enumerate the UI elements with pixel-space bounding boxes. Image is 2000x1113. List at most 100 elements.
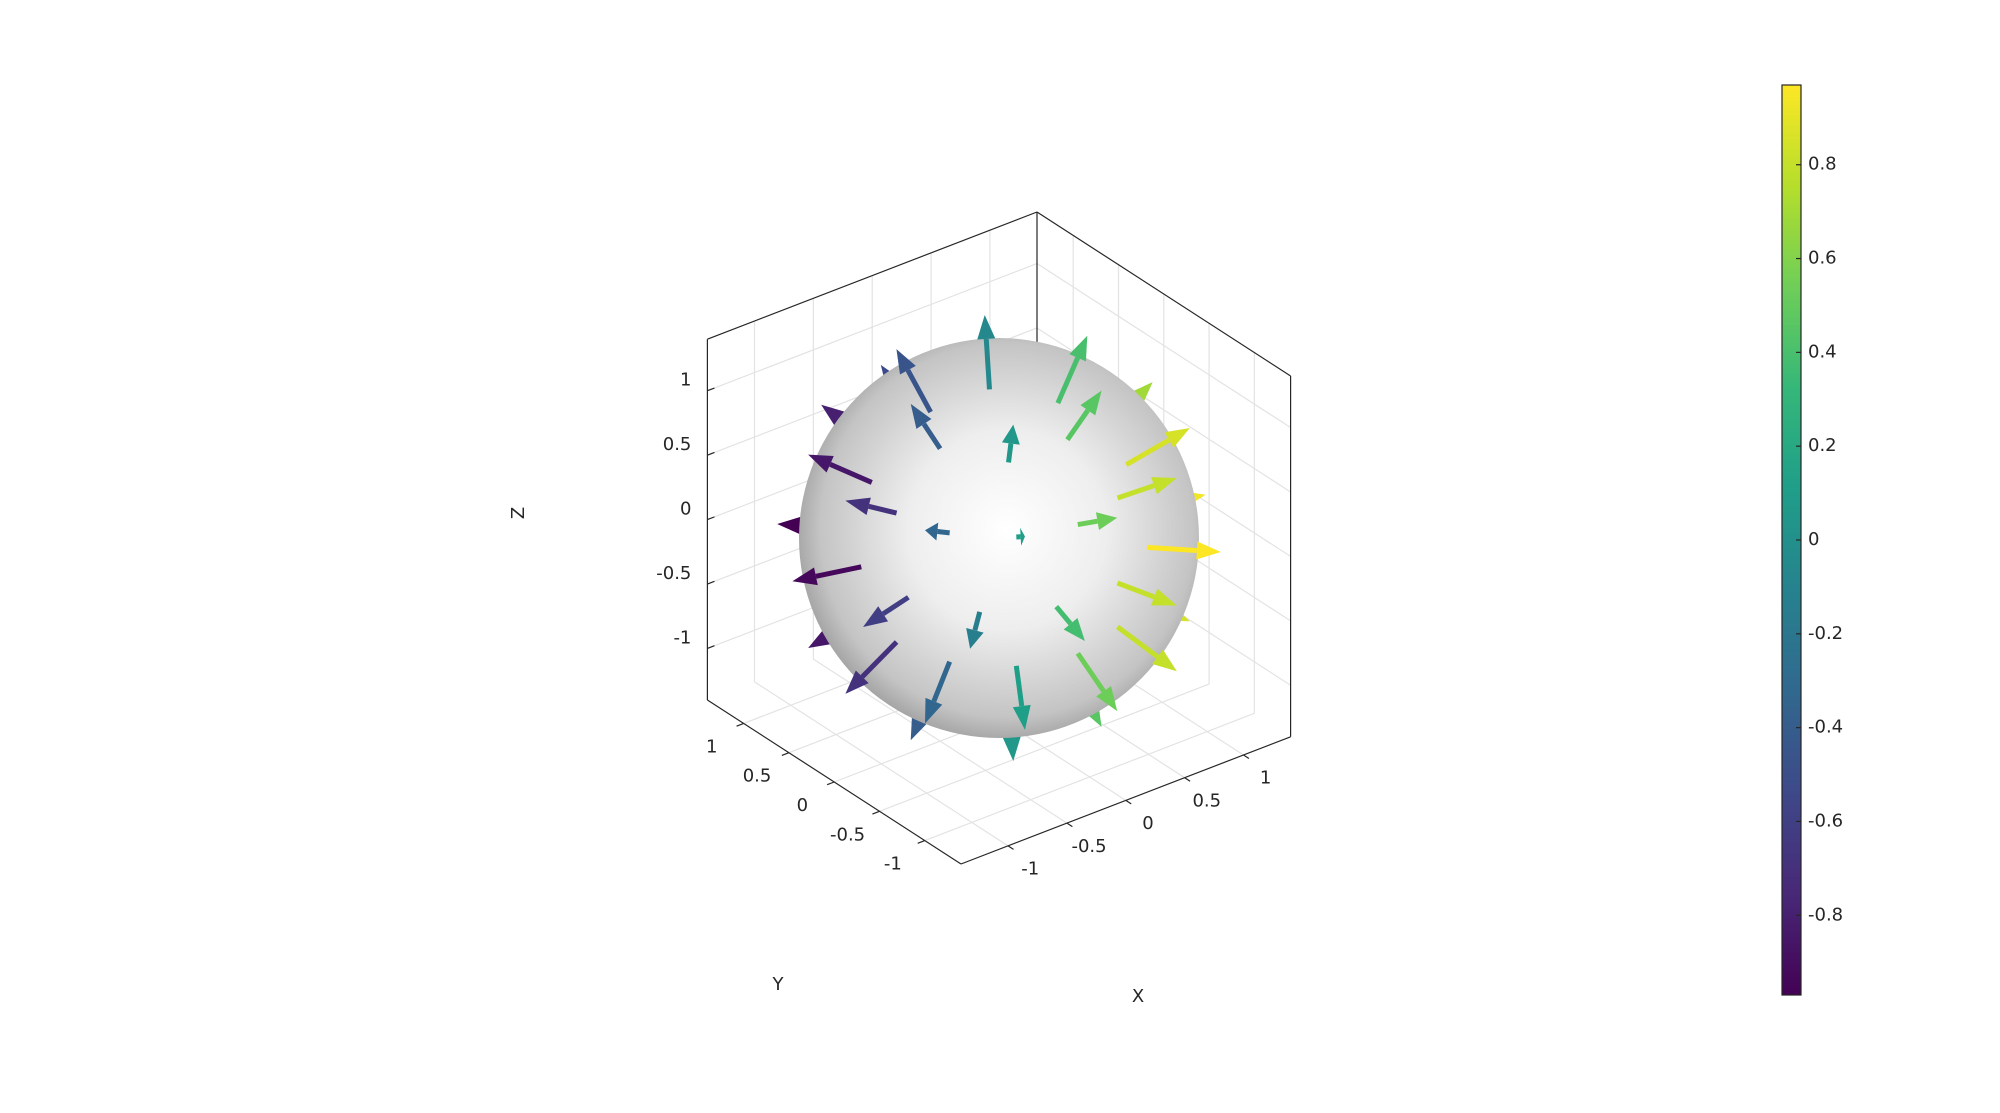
arrow (1124, 428, 1190, 467)
x-tick (1066, 822, 1073, 828)
x-tick (1243, 754, 1250, 759)
arrow (1075, 651, 1118, 712)
z-tick-label: 0.5 (663, 434, 692, 455)
arrow-head (1020, 527, 1025, 546)
z-tick (707, 645, 715, 650)
arrow (1016, 527, 1025, 546)
x-tick-label: 1 (1260, 768, 1271, 789)
arrow-head (808, 454, 834, 473)
z-tick (707, 516, 715, 521)
arrow-head (1129, 382, 1153, 406)
colorbar-tick-label: -0.2 (1808, 623, 1843, 644)
arrow-shaft (1077, 518, 1098, 527)
arrow (924, 522, 950, 541)
z-tick (707, 451, 715, 456)
x-axis-label: X (1132, 986, 1144, 1007)
arrow (845, 640, 899, 694)
z-tick-label: 1 (680, 370, 691, 391)
arrow-shaft (860, 640, 899, 679)
arrow-head (821, 404, 846, 427)
arrow-shaft (1055, 356, 1080, 405)
colorbar-tick-label: -0.6 (1808, 810, 1843, 831)
arrow (1116, 477, 1177, 501)
arrow-head (896, 349, 916, 375)
colorbar-tick-label: -0.4 (1808, 717, 1843, 738)
x-tick-label: -1 (1021, 859, 1039, 880)
arrow-head (1151, 477, 1177, 495)
arrow (1116, 580, 1177, 606)
arrow-shaft (931, 660, 952, 703)
z-tick-label: -1 (673, 627, 691, 648)
arrow-shaft (983, 338, 992, 390)
x-tick-label: 0 (1142, 813, 1153, 834)
arrow-head (966, 628, 984, 649)
arrow-shaft (1124, 437, 1171, 467)
arrow (1055, 335, 1088, 405)
y-tick (872, 810, 880, 815)
z-tick (707, 580, 715, 585)
arrow-head (1063, 618, 1085, 641)
sphere (799, 338, 1199, 738)
arrow-shaft (905, 368, 933, 414)
arrow-head (1151, 588, 1177, 606)
arrow (1054, 605, 1085, 641)
arrow-head (977, 315, 996, 340)
arrow (966, 611, 984, 649)
y-tick (826, 781, 835, 786)
z-tick-label: -0.5 (656, 563, 691, 584)
arrow-shaft (1116, 624, 1160, 659)
arrow-shaft (815, 564, 862, 579)
arrow-shaft (937, 529, 950, 536)
axis-box-edge (707, 211, 1038, 340)
arrow-head (910, 403, 932, 429)
arrow (1146, 541, 1221, 560)
arrow-shaft (972, 611, 983, 631)
arrow-head (1012, 704, 1031, 730)
axis-box-edge (1036, 211, 1291, 377)
x-tick-label: -0.5 (1071, 836, 1106, 857)
arrow-head (924, 697, 943, 724)
arrow (845, 497, 898, 516)
arrow-head (863, 606, 889, 627)
arrow-head (1096, 686, 1118, 712)
grid-line (879, 683, 1210, 812)
x-tick (1007, 845, 1014, 850)
arrow (977, 315, 996, 390)
arrow-head (924, 522, 939, 541)
grid-line (1036, 263, 1291, 429)
arrow (808, 454, 873, 485)
arrow-shaft (1116, 483, 1155, 501)
arrow-shaft (881, 595, 910, 616)
arrow (896, 349, 933, 414)
arrow (1001, 424, 1020, 463)
y-tick-label: 0 (797, 795, 808, 816)
y-tick-label: 0.5 (743, 766, 772, 787)
arrow-head (845, 497, 871, 516)
arrow-head (1080, 390, 1102, 416)
arrow-shaft (1075, 651, 1106, 693)
colorbar-tick-label: 0.8 (1808, 154, 1837, 175)
colorbar-tick-label: 0.2 (1808, 435, 1837, 456)
arrow-head (845, 670, 869, 694)
arrow-head (1164, 428, 1190, 448)
x-tick (1125, 799, 1132, 805)
colorbar-tick-label: 0 (1808, 529, 1819, 550)
arrow-head (792, 567, 818, 586)
y-tick (917, 840, 925, 844)
colorbar-tick-label: 0.4 (1808, 341, 1837, 362)
arrow-head (1095, 512, 1118, 531)
arrow-head (1069, 335, 1088, 362)
y-tick-label: -1 (884, 854, 902, 875)
arrow-shaft (1116, 580, 1156, 600)
y-axis-label: Y (772, 974, 785, 995)
arrow (910, 403, 943, 450)
arrow-shaft (1146, 544, 1198, 553)
grid-line (924, 712, 1255, 842)
colorbar-tick-label: 0.6 (1808, 248, 1837, 269)
arrow-head (1001, 424, 1020, 445)
arrow-shaft (868, 503, 898, 516)
arrow (924, 660, 952, 724)
arrow (1065, 390, 1102, 442)
